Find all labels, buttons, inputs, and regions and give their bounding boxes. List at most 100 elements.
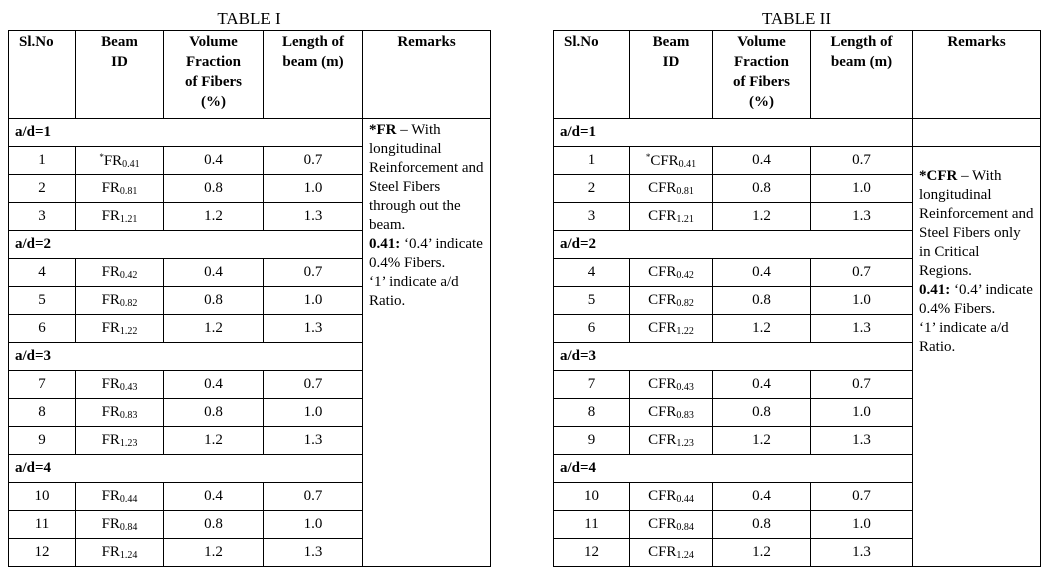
header-line: Sl.No: [564, 34, 599, 50]
sl-no: 5: [553, 286, 630, 315]
beam-name: FR: [101, 376, 120, 392]
header-line: Volume: [189, 34, 238, 50]
group-label: a/d=3: [8, 342, 363, 371]
beam-length: 0.7: [810, 146, 913, 175]
beam-length: 0.7: [810, 370, 913, 399]
data-table: Sl.No Beam ID Volume Fraction of Fibers (%) Len…: [8, 30, 491, 567]
beam-sub: 1.21: [676, 214, 694, 225]
beam-name: CFR: [648, 264, 677, 280]
beam-sub: 0.41: [678, 158, 697, 170]
group-label: a/d=1: [8, 118, 363, 147]
volume-fraction: 1.2: [163, 202, 264, 231]
remarks-cell: *CFR – With longitudinal Reinforcement a…: [912, 146, 1041, 567]
remark-bold: 0.41:: [369, 236, 401, 252]
beam-id: FR0.81: [75, 174, 164, 203]
data-row: 9 FR1.23 1.2 1.3: [8, 426, 491, 455]
remark: 0.41: ‘0.4’ indicate 0.4% Fibers.: [369, 235, 486, 273]
data-row: 7 FR0.43 0.4 0.7: [8, 370, 491, 399]
beam-sub: 0.81: [119, 186, 138, 197]
header-line: of Fibers: [184, 74, 243, 90]
beam-name: CFR: [648, 432, 677, 448]
volume-fraction: 1.2: [163, 314, 264, 343]
sl-no: 2: [8, 174, 76, 203]
beam-sub: 0.41: [122, 158, 140, 170]
group-label: a/d=2: [553, 230, 913, 259]
beam-note: *: [99, 151, 104, 162]
remarks-cell: *FR – With longitudinal Reinforcement an…: [362, 118, 491, 567]
header-line: beam (m): [282, 54, 344, 70]
header-cell: Remarks: [362, 30, 491, 119]
beam-sub: 0.42: [119, 270, 138, 281]
beam-name: FR: [101, 404, 120, 420]
beam-name: CFR: [648, 404, 677, 420]
beam-id: FR0.84: [75, 510, 164, 539]
remark-text: ‘1’ indicate a/d Ratio.: [919, 320, 1009, 355]
beam-name: CFR: [648, 208, 677, 224]
beam-id: CFR0.81: [629, 174, 713, 203]
beam-id: *FR0.41: [75, 146, 164, 175]
volume-fraction: 0.4: [712, 258, 811, 287]
beam-id: FR0.83: [75, 398, 164, 427]
table-title: TABLE II: [762, 9, 831, 28]
beam-length: 0.7: [810, 482, 913, 511]
beam-sub: 1.24: [119, 550, 138, 561]
beam-sub: 0.44: [119, 494, 138, 505]
remark-bold: 0.41:: [919, 282, 951, 298]
beam-name: FR: [101, 544, 120, 560]
sl-no: 2: [553, 174, 630, 203]
data-row: 2 FR0.81 0.8 1.0: [8, 174, 491, 203]
header-line: Fraction: [734, 54, 789, 70]
beam-length: 1.3: [263, 202, 363, 231]
beam-id: FR0.42: [75, 258, 164, 287]
volume-fraction: 0.8: [712, 174, 811, 203]
beam-length: 0.7: [263, 370, 363, 399]
header-line: Beam: [101, 34, 138, 50]
beam-name: FR: [103, 152, 123, 169]
beam-length: 1.3: [810, 426, 913, 455]
beam-name: FR: [101, 320, 120, 336]
data-row: 6 CFR1.22 1.2 1.3: [553, 314, 1041, 343]
remark-bold: *CFR: [919, 168, 958, 184]
sl-no: 7: [553, 370, 630, 399]
data-row: 6 FR1.22 1.2 1.3: [8, 314, 491, 343]
header-cell: Volume Fraction of Fibers (%): [712, 30, 811, 119]
sl-no: 10: [553, 482, 630, 511]
remark: 0.41: ‘0.4’ indicate 0.4% Fibers.: [919, 281, 1036, 319]
volume-fraction: 0.4: [163, 482, 264, 511]
sl-no: 9: [553, 426, 630, 455]
volume-fraction: 0.4: [712, 482, 811, 511]
beam-name: FR: [101, 208, 120, 224]
remark-text: ‘1’ indicate a/d Ratio.: [369, 274, 459, 309]
sl-no: 1: [8, 146, 76, 175]
header-cell: Sl.No: [553, 30, 630, 119]
group-label: a/d=2: [8, 230, 363, 259]
beam-id: FR0.44: [75, 482, 164, 511]
beam-length: 1.3: [263, 314, 363, 343]
beam-length: 1.3: [810, 314, 913, 343]
remark: ‘1’ indicate a/d Ratio.: [919, 319, 1036, 357]
data-row: 4 CFR0.42 0.4 0.7: [553, 258, 1041, 287]
sl-no: 7: [8, 370, 76, 399]
volume-fraction: 0.4: [163, 146, 264, 175]
beam-sub: 0.43: [676, 382, 694, 393]
beam-sub: 0.82: [119, 298, 138, 309]
group-row: a/d=4: [553, 454, 1041, 483]
table-block: TABLE II Sl.No Beam ID Volume Fraction of Fibe…: [553, 8, 1041, 567]
beam-length: 1.0: [810, 398, 913, 427]
volume-fraction: 0.8: [712, 398, 811, 427]
sl-no: 11: [553, 510, 630, 539]
group-row: a/d=2: [553, 230, 1041, 259]
header-cell: Length of beam (m): [263, 30, 363, 119]
beam-id: CFR0.83: [629, 398, 713, 427]
data-row: 3 CFR1.21 1.2 1.3: [553, 202, 1041, 231]
beam-name: CFR: [648, 180, 677, 196]
group-row: a/d=1 *FR – With longitudinal Reinforceme…: [8, 118, 491, 567]
beam-id: CFR0.84: [629, 510, 713, 539]
beam-sub: 1.21: [119, 214, 138, 225]
beam-length: 1.3: [263, 426, 363, 455]
volume-fraction: 1.2: [712, 202, 811, 231]
sl-no: 5: [8, 286, 76, 315]
header-line: Sl.No: [19, 34, 54, 50]
beam-length: 1.3: [263, 538, 363, 567]
volume-fraction: 0.8: [712, 286, 811, 315]
